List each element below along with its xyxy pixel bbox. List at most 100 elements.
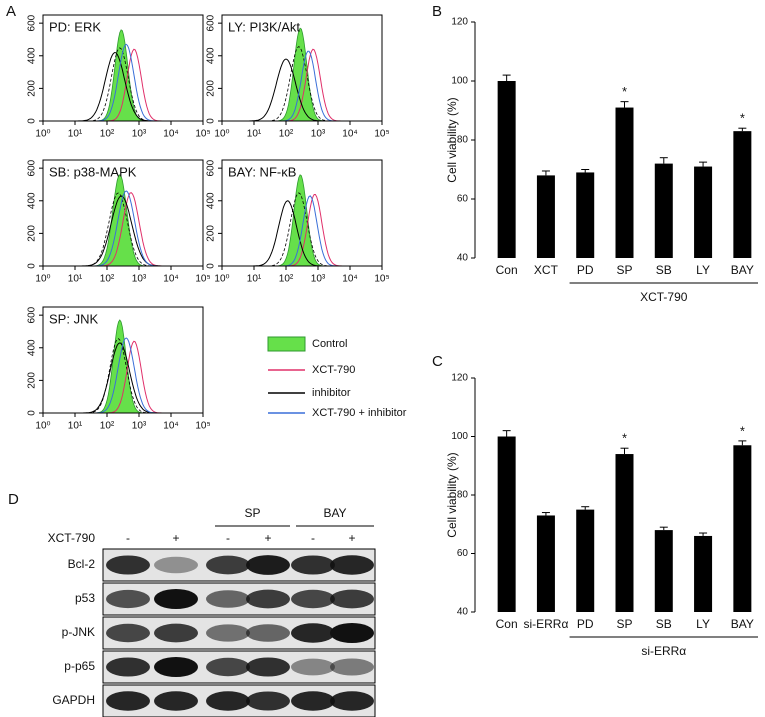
plot-frame: [42, 159, 204, 267]
x-tick-label: LY: [696, 617, 710, 631]
y-tick-label: 600: [206, 14, 217, 31]
treatment-sign: -: [311, 531, 315, 545]
y-tick-label: 40: [457, 607, 469, 618]
y-tick-label: 200: [206, 80, 217, 97]
y-tick-label: 0: [206, 118, 217, 124]
y-tick-label: 120: [451, 17, 468, 28]
significance: *: [622, 84, 627, 99]
group-label: BAY: [323, 506, 346, 520]
control-area: [43, 29, 203, 122]
blot-band: [106, 623, 150, 643]
blot-band: [106, 691, 150, 711]
flow-title: SP: JNK: [49, 311, 98, 326]
blot-band: [330, 658, 374, 676]
x-tick-label: 10¹: [247, 274, 262, 285]
legend-label: inhibitor: [312, 387, 351, 399]
x-tick-label: 10³: [132, 129, 147, 140]
blot-band: [106, 657, 150, 677]
bar: [694, 166, 713, 258]
y-tick-label: 40: [457, 253, 469, 264]
y-tick-label: 600: [206, 159, 217, 176]
blot-band: [330, 691, 374, 711]
blot-row-label: Bcl-2: [68, 557, 96, 571]
x-tick-label: 10⁵: [374, 274, 389, 285]
x-tick-label: PD: [577, 263, 594, 277]
flow-title: SB: p38-MAPK: [49, 164, 137, 179]
x-tick-label: BAY: [731, 617, 754, 631]
x-tick-label: 10¹: [247, 129, 262, 140]
y-tick-label: 400: [27, 339, 38, 356]
x-tick-label: 10¹: [68, 129, 83, 140]
blot-band: [246, 657, 290, 677]
x-tick-label: SB: [656, 617, 672, 631]
y-tick-label: 60: [457, 194, 469, 205]
x-tick-label: XCT: [534, 263, 559, 277]
x-tick-label: SP: [616, 617, 632, 631]
y-axis-label: Cell viability (%): [445, 97, 459, 182]
x-tick-label: Con: [496, 263, 518, 277]
y-tick-label: 80: [457, 135, 469, 146]
blot-band: [291, 589, 335, 609]
bar: [576, 172, 595, 258]
x-tick-label: 10²: [279, 129, 294, 140]
x-tick-label: SB: [656, 263, 672, 277]
blot-band: [291, 691, 335, 711]
y-tick-label: 0: [27, 410, 38, 416]
x-tick-label: 10⁴: [342, 274, 357, 285]
plot-frame: [221, 159, 383, 267]
x-tick-label: 10²: [100, 129, 115, 140]
blot-band: [154, 623, 198, 643]
x-tick-label: PD: [577, 617, 594, 631]
blot-row-label: p53: [75, 591, 95, 605]
group-label: si-ERRα: [641, 644, 686, 658]
legend-label: XCT-790: [312, 364, 355, 376]
blot-band: [206, 691, 250, 711]
x-tick-label: 10²: [100, 421, 115, 432]
legend-swatch: [267, 336, 306, 352]
bar: [497, 81, 516, 258]
y-tick-label: 600: [27, 306, 38, 323]
blot-band: [206, 624, 250, 642]
control-area: [43, 319, 203, 414]
y-tick-label: 100: [451, 76, 468, 87]
x-tick-label: Con: [496, 617, 518, 631]
flow-title: PD: ERK: [49, 19, 101, 34]
y-tick-label: 60: [457, 548, 469, 559]
significance: *: [740, 111, 745, 126]
blot-band: [154, 657, 198, 677]
y-tick-label: 100: [451, 431, 468, 442]
x-tick-label: 10⁴: [163, 274, 178, 285]
x-tick-label: 10⁴: [342, 129, 357, 140]
blot-band: [106, 589, 150, 609]
x-tick-label: 10²: [279, 274, 294, 285]
bar: [615, 107, 634, 258]
x-tick-label: 10⁰: [214, 274, 229, 285]
y-tick-label: 200: [206, 225, 217, 242]
y-tick-label: 80: [457, 490, 469, 501]
x-tick-label: 10³: [132, 421, 147, 432]
x-tick-label: si-ERRα: [523, 617, 568, 631]
blot-band: [291, 623, 335, 643]
y-tick-label: 400: [206, 192, 217, 209]
treatment-sign: +: [348, 531, 355, 545]
plot-frame: [42, 306, 204, 414]
panel-label: C: [432, 353, 443, 370]
x-tick-label: LY: [696, 263, 710, 277]
blot-band: [154, 589, 198, 609]
x-tick-label: 10¹: [68, 421, 83, 432]
y-tick-label: 120: [451, 373, 468, 384]
x-tick-label: 10²: [100, 274, 115, 285]
y-tick-label: 200: [27, 372, 38, 389]
significance: *: [740, 423, 745, 438]
blot-band: [206, 657, 250, 677]
significance: *: [622, 431, 627, 446]
bar: [733, 131, 752, 258]
blot-band: [246, 555, 290, 575]
y-tick-label: 600: [27, 159, 38, 176]
plot-frame: [221, 14, 383, 122]
blot-band: [330, 555, 374, 575]
x-tick-label: 10⁰: [35, 129, 50, 140]
bar: [733, 445, 752, 612]
blot-row-label: p-p65: [64, 659, 95, 673]
blot-row-label: GAPDH: [52, 693, 95, 707]
